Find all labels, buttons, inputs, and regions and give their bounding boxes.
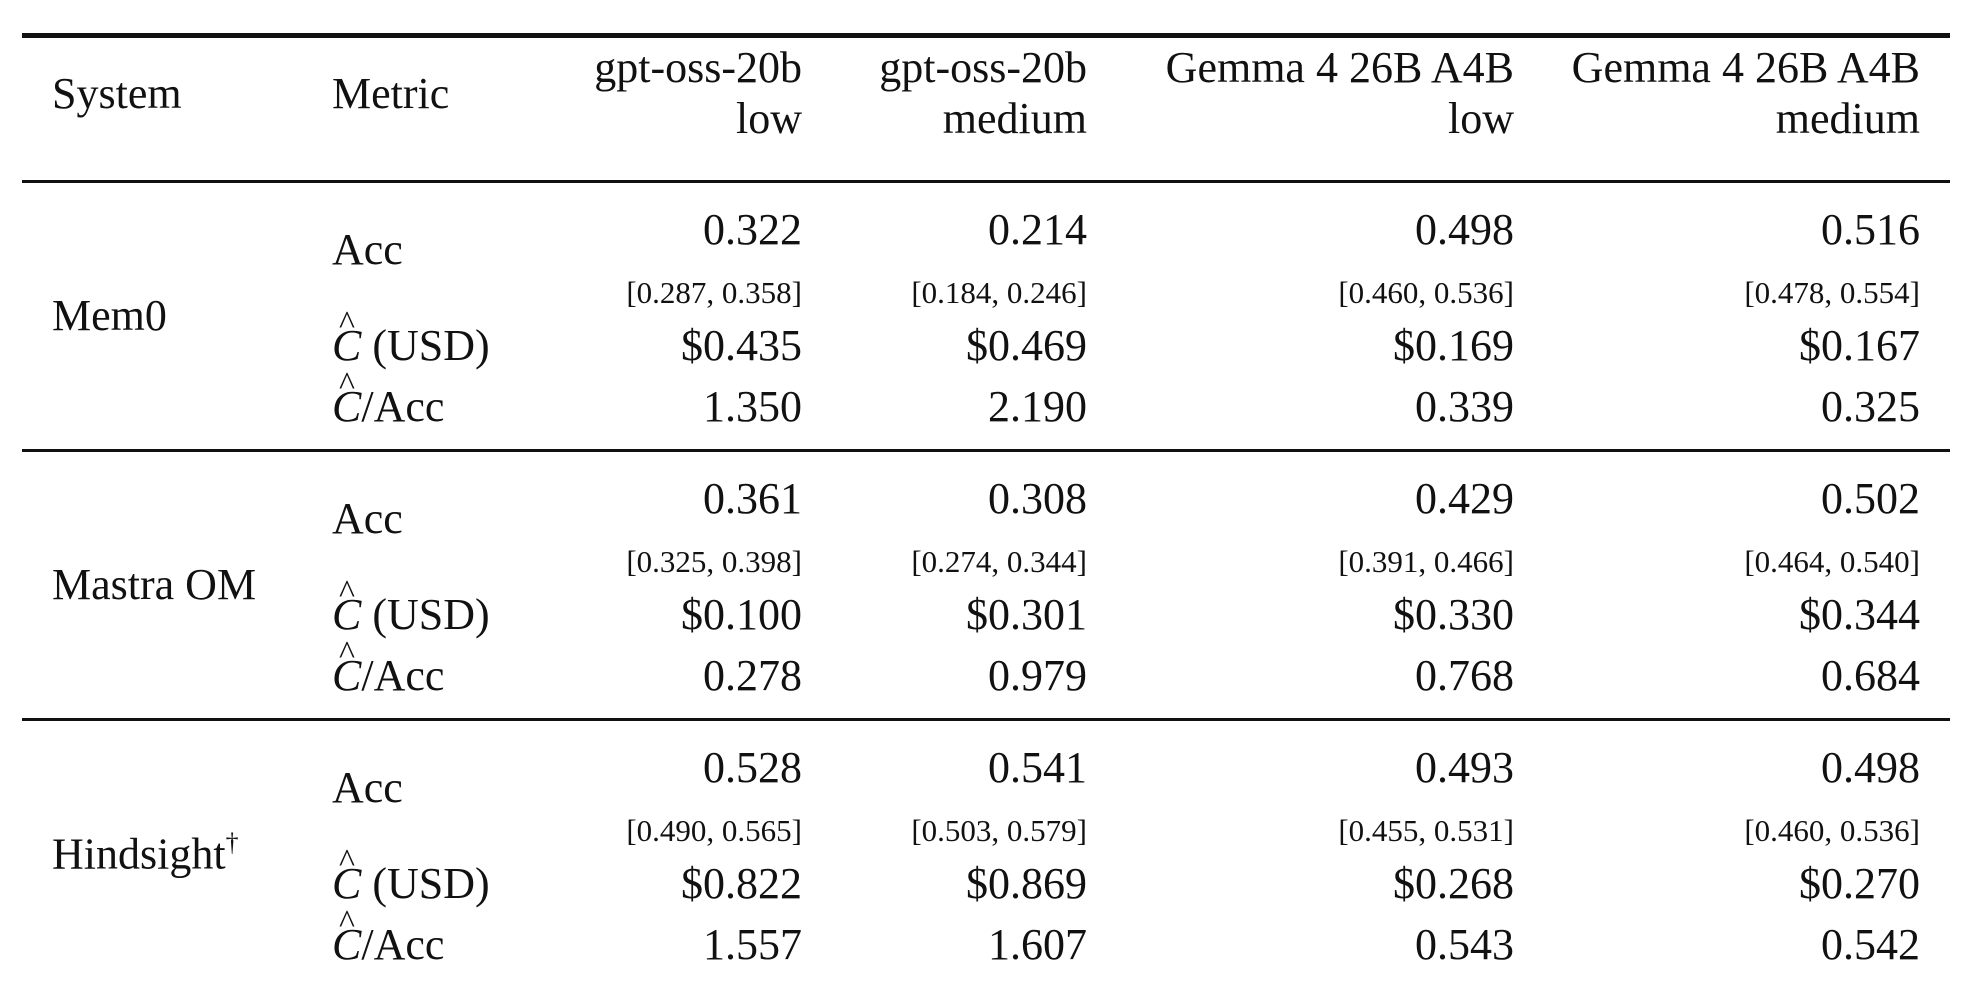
acc-confidence-interval: [0.391, 0.466] [1338,544,1514,579]
acc-value: 0.214 [988,205,1087,254]
cost-value: $0.435 [681,321,802,370]
cost-per-acc-value: 0.325 [1821,382,1920,431]
cost-value: $0.268 [1393,859,1514,908]
cost-value: $0.270 [1799,859,1920,908]
cost-value: $0.869 [966,859,1087,908]
header-col4-effort: medium [1775,94,1920,143]
ratio-suffix-text: /Acc [361,920,445,969]
cost-unit-text: (USD) [361,590,490,639]
row-separator-rule [22,180,1950,183]
cost-per-acc-value: 0.768 [1415,651,1514,700]
system-name-text: Hindsight [52,829,226,879]
metric-cost-label: C (USD) [332,845,490,908]
cost-value: $0.167 [1799,321,1920,370]
cost-unit-text: (USD) [361,321,490,370]
system-name: Hindsight† [52,829,239,879]
metric-acc-label: Acc [332,763,403,812]
acc-value: 0.516 [1821,205,1920,254]
acc-confidence-interval: [0.455, 0.531] [1338,813,1514,848]
system-name: Mastra OM [52,563,256,607]
header-col1-effort: low [736,94,802,143]
acc-confidence-interval: [0.464, 0.540] [1744,544,1920,579]
header-system: System [52,69,182,118]
metric-ratio-label: C/Acc [332,637,445,700]
cost-hat-symbol: C [332,637,361,698]
cost-per-acc-value: 0.684 [1821,651,1920,700]
dagger-mark: † [225,828,239,857]
cost-per-acc-value: 0.542 [1821,920,1920,969]
cost-per-acc-value: 1.557 [703,920,802,969]
acc-value: 0.361 [703,474,802,523]
cost-value: $0.100 [681,590,802,639]
cost-per-acc-value: 1.607 [988,920,1087,969]
cost-value: $0.822 [681,859,802,908]
metric-ratio-label: C/Acc [332,906,445,969]
system-name-text: Mastra OM [52,560,257,609]
cost-per-acc-value: 1.350 [703,382,802,431]
header-col2-model: gpt-oss-20b [879,43,1087,92]
row-separator-rule [22,718,1950,721]
header-col3-effort: low [1448,94,1514,143]
acc-value: 0.493 [1415,743,1514,792]
metric-acc-label: Acc [332,494,403,543]
metric-cost-label: C (USD) [332,307,490,370]
acc-confidence-interval: [0.503, 0.579] [911,813,1087,848]
ratio-suffix-text: /Acc [361,382,445,431]
header-col3-model: Gemma 4 26B A4B [1165,43,1514,92]
metric-ratio-label: C/Acc [332,368,445,431]
metric-cost-label: C (USD) [332,576,490,639]
acc-value: 0.502 [1821,474,1920,523]
acc-confidence-interval: [0.460, 0.536] [1338,275,1514,310]
header-metric: Metric [332,69,450,118]
cost-per-acc-value: 0.543 [1415,920,1514,969]
cost-value: $0.469 [966,321,1087,370]
header-col2-effort: medium [942,94,1087,143]
acc-value: 0.498 [1415,205,1514,254]
cost-per-acc-value: 0.278 [703,651,802,700]
cost-value: $0.344 [1799,590,1920,639]
acc-confidence-interval: [0.274, 0.344] [911,544,1087,579]
acc-confidence-interval: [0.325, 0.398] [626,544,802,579]
cost-hat-symbol: C [332,307,361,368]
acc-value: 0.322 [703,205,802,254]
top-rule [22,33,1950,38]
cost-value: $0.301 [966,590,1087,639]
cost-hat-symbol: C [332,576,361,637]
metric-acc-label: Acc [332,225,403,274]
cost-hat-symbol: C [332,368,361,429]
system-name-text: Mem0 [52,291,167,340]
acc-confidence-interval: [0.460, 0.536] [1744,813,1920,848]
cost-per-acc-value: 0.979 [988,651,1087,700]
cost-per-acc-value: 2.190 [988,382,1087,431]
acc-value: 0.498 [1821,743,1920,792]
ratio-suffix-text: /Acc [361,651,445,700]
cost-hat-symbol: C [332,845,361,906]
header-col4-model: Gemma 4 26B A4B [1571,43,1920,92]
header-col1-model: gpt-oss-20b [594,43,802,92]
acc-value: 0.541 [988,743,1087,792]
acc-confidence-interval: [0.478, 0.554] [1744,275,1920,310]
results-table: System Metric gpt-oss-20b low gpt-oss-20… [22,0,1950,984]
acc-value: 0.308 [988,474,1087,523]
acc-confidence-interval: [0.490, 0.565] [626,813,802,848]
system-name: Mem0 [52,294,167,338]
cost-unit-text: (USD) [361,859,490,908]
cost-hat-symbol: C [332,906,361,967]
acc-value: 0.528 [703,743,802,792]
acc-confidence-interval: [0.184, 0.246] [911,275,1087,310]
row-separator-rule [22,449,1950,452]
acc-value: 0.429 [1415,474,1514,523]
cost-per-acc-value: 0.339 [1415,382,1514,431]
cost-value: $0.330 [1393,590,1514,639]
cost-value: $0.169 [1393,321,1514,370]
acc-confidence-interval: [0.287, 0.358] [626,275,802,310]
